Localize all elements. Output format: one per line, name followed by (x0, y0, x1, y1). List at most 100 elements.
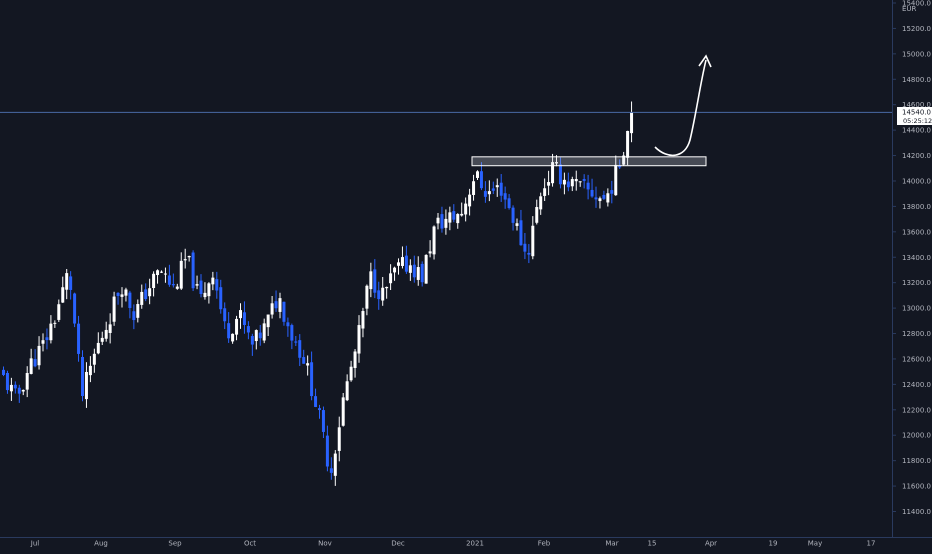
candle-body (132, 311, 136, 321)
candle-body (385, 286, 389, 289)
candle-body (211, 277, 215, 285)
price-tick-label: 14600.0 (902, 101, 931, 109)
current-price-label: 14540.0 (902, 109, 931, 117)
time-axis-panel[interactable] (0, 537, 932, 550)
candle-body (353, 351, 357, 368)
candle-body (440, 214, 444, 229)
candle-body (357, 325, 361, 354)
candle-body (77, 323, 81, 354)
candle-body (614, 164, 618, 196)
candle-body (606, 193, 610, 203)
time-axis-label: Dec (391, 540, 405, 548)
candle-body (507, 198, 511, 209)
candle-body (397, 262, 400, 266)
candle-body (472, 181, 476, 195)
candle-body (495, 185, 499, 188)
candle-body (175, 286, 179, 289)
candle-body (88, 365, 92, 376)
candle-body (100, 337, 104, 342)
candle-body (483, 191, 487, 197)
resistance-zone[interactable] (471, 156, 707, 167)
candle-body (527, 252, 531, 255)
candle-body (412, 264, 416, 278)
candle-body (491, 188, 495, 191)
candle-body (333, 453, 337, 476)
candle-body (428, 251, 432, 254)
candle-body (389, 273, 393, 284)
candle-body (45, 337, 49, 341)
price-tick-label: 13600.0 (902, 228, 931, 236)
candle-body (543, 188, 547, 196)
candle-body (479, 171, 483, 189)
candles-group (2, 101, 634, 486)
candle-body (104, 329, 108, 339)
candle-body (84, 371, 88, 400)
time-axis-label: Apr (705, 540, 717, 548)
candle-body (610, 190, 614, 194)
candle-body (187, 255, 191, 258)
candle-body (539, 196, 543, 210)
price-tick-label: 11600.0 (902, 483, 931, 491)
candle-body (207, 283, 211, 297)
candle-body (203, 292, 207, 298)
candle-body (242, 312, 246, 325)
candle-body (523, 243, 527, 252)
time-axis-label: 19 (769, 540, 778, 548)
candle-body (9, 384, 13, 392)
candle-body (294, 341, 298, 343)
candle-body (321, 410, 325, 432)
candle-body (5, 372, 9, 391)
projection-arrow-head (698, 54, 712, 68)
price-tick-label: 12600.0 (902, 355, 931, 363)
projection-arrow[interactable] (654, 59, 707, 157)
candle-body (65, 273, 69, 290)
price-tick-label: 14400.0 (902, 127, 931, 135)
candle-body (29, 358, 33, 374)
candle-body (416, 267, 420, 280)
candle-body (274, 301, 278, 309)
time-axis-label: 15 (648, 540, 657, 548)
candle-body (515, 223, 519, 226)
candle-body (92, 353, 96, 365)
candle-body (298, 340, 302, 358)
price-tick-label: 12200.0 (902, 406, 931, 414)
time-axis-label: Feb (538, 540, 551, 548)
candle-body (456, 214, 460, 224)
candle-body (373, 269, 377, 293)
candle-body (266, 314, 270, 328)
candle-body (41, 340, 45, 344)
time-axis-labels: Jul Aug Sep Oct Nov Dec 2021 Feb Mar 15 Apr 19 May 17 (30, 540, 876, 548)
candle-body (49, 323, 53, 341)
candle-body (128, 292, 132, 308)
candle-body (270, 303, 274, 315)
price-axis-panel[interactable] (892, 0, 932, 537)
time-axis-label: 17 (867, 540, 876, 548)
candle-body (400, 257, 404, 266)
candle-body (574, 179, 578, 182)
candle-body (566, 181, 570, 188)
candle-body (69, 276, 73, 290)
currency-label: EUR (902, 5, 917, 13)
candle-body (219, 287, 223, 310)
candle-body (468, 194, 472, 207)
candle-body (282, 301, 286, 322)
candle-body (239, 310, 242, 319)
candle-body (120, 294, 124, 297)
candle-body (590, 189, 594, 197)
candle-body (124, 289, 128, 296)
candle-body (535, 207, 539, 223)
candle-body (436, 217, 440, 224)
candle-body (96, 342, 100, 354)
time-axis-label: Aug (94, 540, 108, 548)
time-axis-label: 2021 (466, 540, 484, 548)
candle-body (598, 198, 602, 202)
candle-body (171, 284, 175, 286)
candle-body (349, 366, 353, 381)
candle-body (452, 211, 456, 220)
candle-body (318, 408, 321, 411)
price-tick-label: 12000.0 (902, 432, 931, 440)
candle-body (503, 193, 507, 200)
